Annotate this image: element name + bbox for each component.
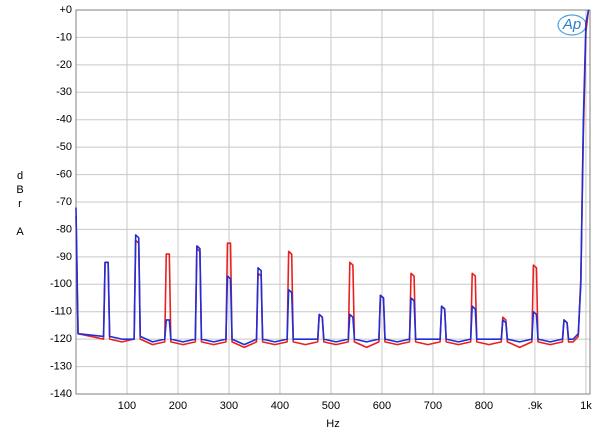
x-tick-label: 300 [220, 400, 238, 412]
x-tick-label: 800 [475, 400, 493, 412]
y-axis-label: d [17, 170, 23, 182]
y-tick-label: -130 [50, 360, 72, 372]
y-axis-label: A [16, 226, 24, 238]
y-axis-label: B [16, 184, 23, 196]
y-tick-label: -140 [50, 388, 72, 400]
y-tick-label: -30 [56, 86, 72, 98]
y-tick-label: -60 [56, 168, 72, 180]
y-tick-label: -40 [56, 114, 72, 126]
x-tick-label: 500 [322, 400, 340, 412]
x-tick-label: 100 [118, 400, 136, 412]
y-tick-label: -110 [51, 306, 72, 318]
y-tick-label: -50 [56, 141, 72, 153]
y-tick-label: -70 [56, 196, 72, 208]
y-tick-label: -100 [50, 278, 72, 290]
y-tick-label: -90 [56, 251, 72, 263]
y-tick-label: -10 [56, 31, 72, 43]
x-tick-label: 1k [580, 400, 592, 412]
y-tick-label: +0 [59, 4, 72, 16]
plot-frame [75, 9, 591, 395]
y-tick-label: -20 [56, 59, 72, 71]
series-line [75, 9, 590, 349]
x-tick-label: .9k [528, 400, 543, 412]
y-axis-label: r [18, 198, 22, 210]
x-tick-label: 400 [271, 400, 289, 412]
logo-text: Ap [562, 16, 581, 33]
x-tick-label: 200 [169, 400, 187, 412]
y-tick-label: -120 [50, 333, 72, 345]
y-tick-label: -80 [56, 223, 72, 235]
x-tick-label: 600 [373, 400, 391, 412]
x-tick-label: 700 [424, 400, 442, 412]
series-line [75, 9, 590, 346]
x-axis-label: Hz [326, 418, 339, 430]
